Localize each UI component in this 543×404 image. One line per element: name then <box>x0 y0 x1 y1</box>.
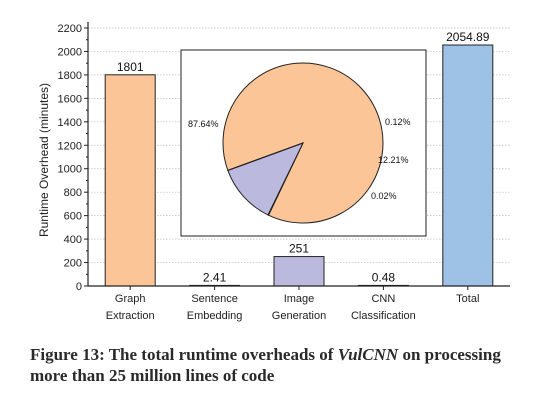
pie-slice-label: 0.12% <box>385 117 411 127</box>
bars: 1801 2.41 251 0.48 2054.89 <box>104 30 494 287</box>
y-tick-label: 1800 <box>58 70 82 82</box>
bar-value-label: 2.41 <box>203 270 227 284</box>
pie-slice <box>227 142 304 172</box>
y-tick-label: 200 <box>64 258 82 270</box>
bar-value-label: 2054.89 <box>446 30 490 44</box>
pie-slice-label: 12.21% <box>378 155 409 165</box>
axes: 0 200 400 600 800 1000 1200 1400 1600 1800 2000 220… <box>58 22 510 322</box>
bar-value-label: 251 <box>289 242 309 256</box>
x-tick-label: Classification <box>351 310 416 322</box>
caption-prefix: Figure 13: The total runtime overheads o… <box>30 345 338 364</box>
y-tick-label: 600 <box>64 211 82 223</box>
y-tick-label: 400 <box>64 234 82 246</box>
bar-value-label: 0.48 <box>372 270 396 284</box>
y-tick-label: 2000 <box>58 46 82 58</box>
bar <box>104 74 156 287</box>
bar-value-label: 1801 <box>117 60 144 74</box>
x-tick-label: Total <box>456 293 479 305</box>
x-tick-label: Graph <box>115 293 146 305</box>
pie-slice <box>227 142 304 216</box>
y-axis-label: Runtime Overhead (minutes) <box>37 83 51 237</box>
y-tick-label: 0 <box>76 281 82 293</box>
y-tick-label: 2200 <box>58 23 82 35</box>
y-tick-label: 800 <box>64 187 82 199</box>
bar <box>273 256 325 287</box>
pie-slice-label: 0.02% <box>371 191 397 201</box>
x-tick-label: Extraction <box>106 310 155 322</box>
figure-caption: Figure 13: The total runtime overheads o… <box>30 344 535 386</box>
y-tick-label: 1400 <box>58 117 82 129</box>
y-tick-label: 1600 <box>58 93 82 105</box>
y-tick-label: 1000 <box>58 164 82 176</box>
caption-emphasis: VulCNN <box>337 345 399 364</box>
bar <box>442 44 494 287</box>
inset-pie-chart: 87.64% 0.12% 12.21% 0.02% <box>180 49 427 237</box>
runtime-chart: 1801 2.41 251 0.48 2054.89 87.64% 0.12% 12.21%… <box>37 22 510 322</box>
y-tick-label: 1200 <box>58 140 82 152</box>
caption-suffix: on processing more than 25 million lines… <box>30 345 501 385</box>
pie-slice-label: 87.64% <box>188 119 219 129</box>
x-tick-label: Image <box>284 293 315 305</box>
x-tick-label: Embedding <box>187 310 243 322</box>
x-tick-label: CNN <box>371 293 395 305</box>
x-tick-label: Sentence <box>191 293 237 305</box>
x-tick-label: Generation <box>272 310 326 322</box>
